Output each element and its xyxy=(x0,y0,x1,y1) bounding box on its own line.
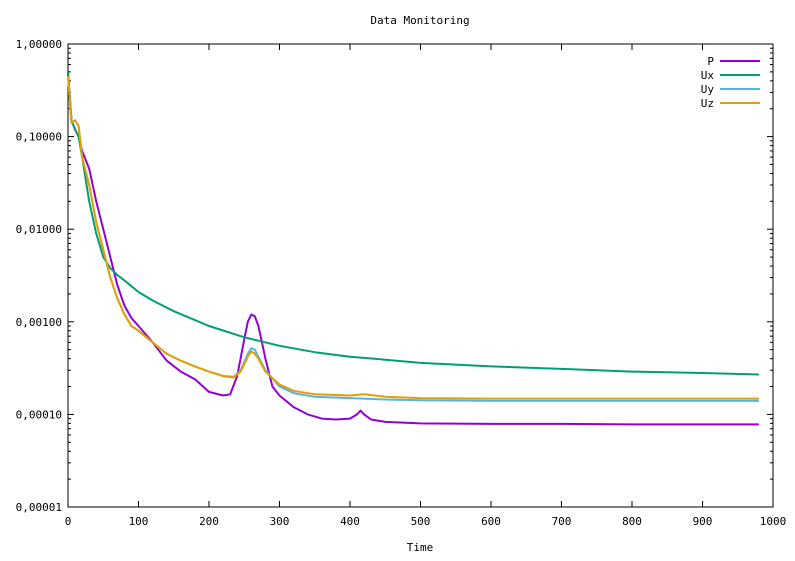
chart-title: Data Monitoring xyxy=(370,14,469,27)
legend-label-uy: Uy xyxy=(701,83,715,96)
x-tick-label: 800 xyxy=(622,515,642,528)
x-tick-label: 900 xyxy=(693,515,713,528)
series-line-p xyxy=(67,71,759,426)
x-tick-label: 0 xyxy=(65,515,72,528)
y-tick-label: 0,00001 xyxy=(16,501,62,514)
series-line-ux xyxy=(67,71,759,376)
plot-border xyxy=(67,43,774,508)
y-tick-label: 0,01000 xyxy=(16,223,62,236)
legend-label-p: P xyxy=(707,55,714,68)
legend-label-uz: Uz xyxy=(701,97,714,110)
series-group xyxy=(67,71,759,426)
x-tick-label: 500 xyxy=(411,515,431,528)
x-tick-label: 300 xyxy=(270,515,290,528)
series-line-uy xyxy=(67,76,759,402)
plot-area xyxy=(67,43,774,508)
x-tick-label: 600 xyxy=(481,515,501,528)
y-tick-label: 0,10000 xyxy=(16,131,62,144)
x-tick-label: 100 xyxy=(129,515,149,528)
x-tick-label: 400 xyxy=(340,515,360,528)
x-tick-label: 1000 xyxy=(760,515,787,528)
series-line-uz xyxy=(67,76,759,400)
x-tick-label: 200 xyxy=(199,515,219,528)
y-tick-label: 0,00100 xyxy=(16,316,62,329)
x-tick-label: 700 xyxy=(552,515,572,528)
y-tick-label: 1,00000 xyxy=(16,38,62,51)
x-axis-label: Time xyxy=(407,541,434,554)
y-axis: 1,00000 0,10000 0,01000 0,00100 0,00010 0,000… xyxy=(16,38,773,514)
x-axis: 0 100 200 300 400 500 600 700 800 900 1000 xyxy=(65,44,787,528)
legend-label-ux: Ux xyxy=(701,69,715,82)
y-tick-label: 0,00010 xyxy=(16,408,62,421)
